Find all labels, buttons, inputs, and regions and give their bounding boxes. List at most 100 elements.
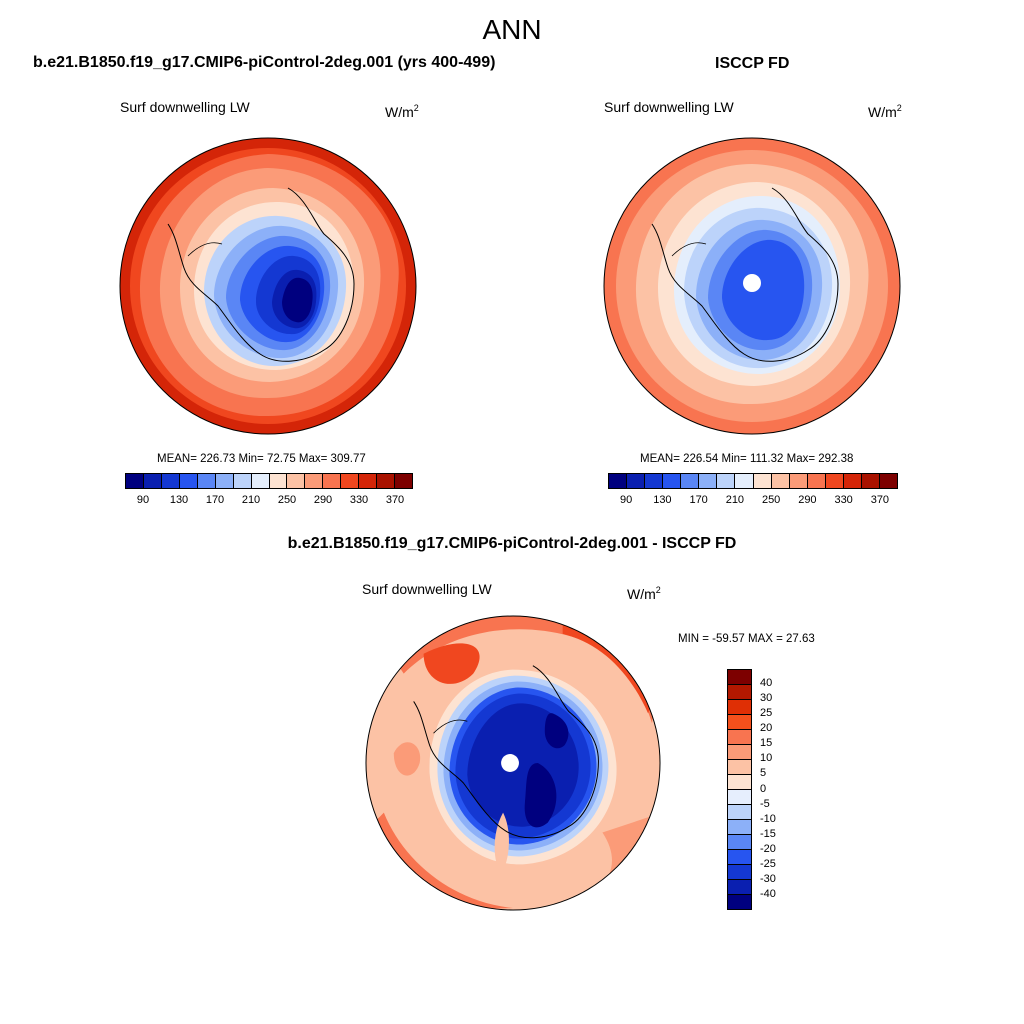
model-colorbar-segment [197, 474, 216, 488]
diff-colorbar-segment [728, 670, 751, 685]
obs-colorbar-segment [807, 474, 826, 488]
obs-colorbar-segment [663, 474, 682, 488]
obs-units: W/m2 [868, 103, 902, 120]
obs-colorbar-segment [609, 474, 628, 488]
diff-colorbar-segment [728, 790, 751, 805]
obs-colorbar-tick-label: 330 [834, 494, 853, 506]
diff-colorbar-label: -15 [760, 827, 776, 840]
diff-colorbar-label: 10 [760, 752, 773, 765]
model-colorbar-segment [359, 474, 378, 488]
diff-colorbar-label: 30 [760, 692, 773, 705]
obs-variable-label: Surf downwelling LW [604, 99, 734, 115]
obs-panel-title: ISCCP FD [715, 55, 790, 72]
diff-colorbar-segment [728, 685, 751, 700]
obs-polar-map [603, 137, 901, 435]
model-colorbar-tick-label: 170 [205, 494, 225, 506]
model-colorbar-segment [179, 474, 198, 488]
model-colorbar-segment [251, 474, 270, 488]
model-colorbar-tick-label: 130 [169, 494, 189, 506]
diff-colorbar-segment [728, 880, 751, 895]
main-title: ANN [482, 14, 542, 45]
diff-colorbar-label: 5 [760, 767, 767, 780]
diff-colorbar-label: -10 [760, 812, 776, 825]
diff-colorbar-segment [728, 730, 751, 745]
diff-colorbar-segment [728, 850, 751, 865]
model-colorbar-tick-label: 210 [241, 494, 261, 506]
diff-colorbar-segment [728, 865, 751, 880]
obs-colorbar-segment [825, 474, 844, 488]
diff-colorbar-label: 15 [760, 737, 773, 750]
obs-colorbar-segment [771, 474, 790, 488]
diff-colorbar-segment [728, 715, 751, 730]
diff-colorbar-label: -25 [760, 857, 776, 870]
model-colorbar-segment [305, 474, 324, 488]
model-colorbar-segment [287, 474, 306, 488]
diff-colorbar-segment [728, 775, 751, 790]
model-panel-title: b.e21.B1850.f19_g17.CMIP6-piControl-2deg… [33, 54, 496, 71]
model-colorbar-tick-label: 250 [277, 494, 297, 506]
obs-colorbar-tick-label: 290 [798, 494, 817, 506]
obs-colorbar-tick-label: 250 [761, 494, 781, 506]
diff-colorbar-label: -20 [760, 842, 776, 855]
obs-colorbar-segment [789, 474, 808, 488]
obs-colorbar-tick-label: 210 [725, 494, 745, 506]
model-variable-label: Surf downwelling LW [120, 99, 250, 115]
model-colorbar [125, 473, 413, 489]
model-colorbar-segment [341, 474, 360, 488]
diff-colorbar-segment [728, 835, 751, 850]
diff-colorbar-segment [728, 700, 751, 715]
obs-colorbar-segment [717, 474, 736, 488]
obs-colorbar-ticks: 90 130 170 210 250 290 330 370 [608, 494, 898, 508]
diff-panel-title: b.e21.B1850.f19_g17.CMIP6-piControl-2deg… [287, 535, 737, 552]
diff-colorbar-label: 25 [760, 707, 773, 720]
model-colorbar-segment [377, 474, 396, 488]
obs-colorbar-segment [879, 474, 897, 488]
obs-colorbar-segment [645, 474, 664, 488]
model-colorbar-segment [323, 474, 342, 488]
obs-colorbar-tick-label: 90 [620, 494, 633, 506]
diff-colorbar-segment [728, 745, 751, 760]
model-polar-map [119, 137, 417, 435]
diff-stats: MIN = -59.57 MAX = 27.63 [678, 633, 815, 645]
model-colorbar-segment [143, 474, 162, 488]
diff-colorbar-label: 20 [760, 722, 773, 735]
model-colorbar-ticks: 90 130 170 210 250 290 330 370 [125, 494, 413, 508]
diff-colorbar-segment [728, 805, 751, 820]
model-colorbar-segment [395, 474, 412, 488]
diff-colorbar-labels: 40 30 25 20 15 10 5 0 -5 -10 -15 -20 -25 -30 -40 [760, 669, 800, 910]
model-colorbar-tick-label: 370 [385, 494, 405, 506]
diff-polar-map [365, 615, 661, 911]
diff-colorbar-segment [728, 760, 751, 775]
model-stats: MEAN= 226.73 Min= 72.75 Max= 309.77 [157, 453, 366, 465]
obs-colorbar-segment [627, 474, 646, 488]
diff-colorbar [727, 669, 752, 910]
obs-colorbar-segment [843, 474, 862, 488]
obs-colorbar [608, 473, 898, 489]
diff-colorbar-label: 40 [760, 677, 773, 690]
diff-variable-label: Surf downwelling LW [362, 581, 492, 597]
obs-colorbar-segment [861, 474, 880, 488]
diff-colorbar-label: -30 [760, 872, 776, 885]
obs-colorbar-segment [735, 474, 754, 488]
obs-stats: MEAN= 226.54 Min= 111.32 Max= 292.38 [640, 453, 854, 465]
model-colorbar-segment [269, 474, 288, 488]
model-colorbar-segment [215, 474, 234, 488]
obs-colorbar-tick-label: 370 [870, 494, 890, 506]
diff-units: W/m2 [627, 585, 661, 602]
model-colorbar-tick-label: 330 [349, 494, 369, 506]
model-colorbar-segment [233, 474, 252, 488]
model-colorbar-tick-label: 90 [136, 494, 150, 506]
diff-colorbar-label: -5 [760, 797, 770, 810]
diff-colorbar-segment [728, 895, 751, 909]
diff-colorbar-label: -40 [760, 887, 776, 900]
obs-colorbar-tick-label: 170 [689, 494, 708, 506]
obs-colorbar-segment [681, 474, 700, 488]
obs-colorbar-tick-label: 130 [653, 494, 672, 506]
obs-colorbar-segment [753, 474, 772, 488]
obs-colorbar-segment [699, 474, 718, 488]
model-colorbar-tick-label: 290 [313, 494, 333, 506]
diff-colorbar-label: 0 [760, 782, 767, 795]
model-units: W/m2 [385, 103, 419, 120]
model-colorbar-segment [161, 474, 180, 488]
diff-colorbar-segment [728, 820, 751, 835]
